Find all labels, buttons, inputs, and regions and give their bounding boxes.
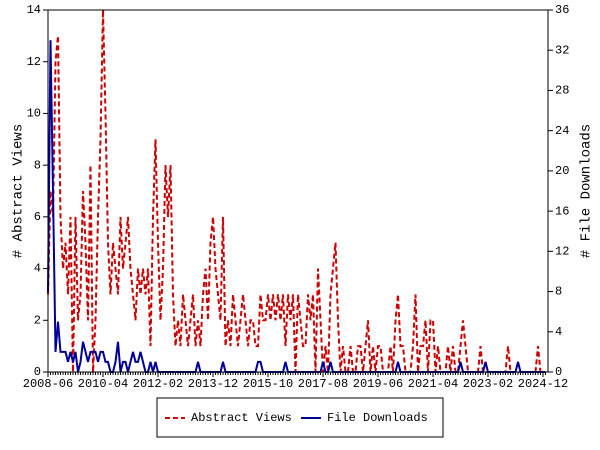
x-tick-label: 2023-02 [463, 377, 513, 391]
x-tick-label: 2012-02 [133, 377, 183, 391]
y-tick-label: 8 [34, 158, 41, 172]
y2-axis-title: # File Downloads [579, 124, 595, 258]
x-tick-label: 2015-10 [243, 377, 293, 391]
legend-label: Abstract Views [191, 411, 292, 425]
y-tick-label: 0 [34, 365, 41, 379]
plot-frame [47, 9, 549, 373]
x-tick-label: 2021-04 [408, 377, 458, 391]
x-tick-label: 2019-06 [353, 377, 403, 391]
legend-label: File Downloads [327, 411, 428, 425]
y2-tick-label: 0 [555, 365, 562, 379]
y-tick-label: 14 [27, 3, 41, 17]
y2-tick-label: 24 [555, 124, 569, 138]
y-axis-title: # Abstract Views [11, 124, 27, 258]
x-tick-label: 2008-06 [23, 377, 73, 391]
legend-box [156, 397, 444, 438]
y2-tick-label: 8 [555, 285, 562, 299]
y2-tick-label: 16 [555, 204, 569, 218]
y-tick-label: 10 [27, 107, 41, 121]
y2-tick-label: 32 [555, 43, 569, 57]
y2-tick-label: 4 [555, 325, 562, 339]
y-tick-label: 2 [34, 313, 41, 327]
x-tick-label: 2010-04 [78, 377, 128, 391]
x-tick-label: 2013-12 [188, 377, 238, 391]
y-tick-label: 6 [34, 210, 41, 224]
series-line [47, 9, 546, 373]
x-tick-label: 2017-08 [298, 377, 348, 391]
y2-tick-label: 28 [555, 84, 569, 98]
x-tick-label: 2024-12 [518, 377, 568, 391]
y2-tick-label: 20 [555, 164, 569, 178]
y2-tick-label: 12 [555, 245, 569, 259]
y-tick-label: 4 [34, 262, 41, 276]
y-tick-label: 12 [27, 55, 41, 69]
y2-tick-label: 36 [555, 3, 569, 17]
